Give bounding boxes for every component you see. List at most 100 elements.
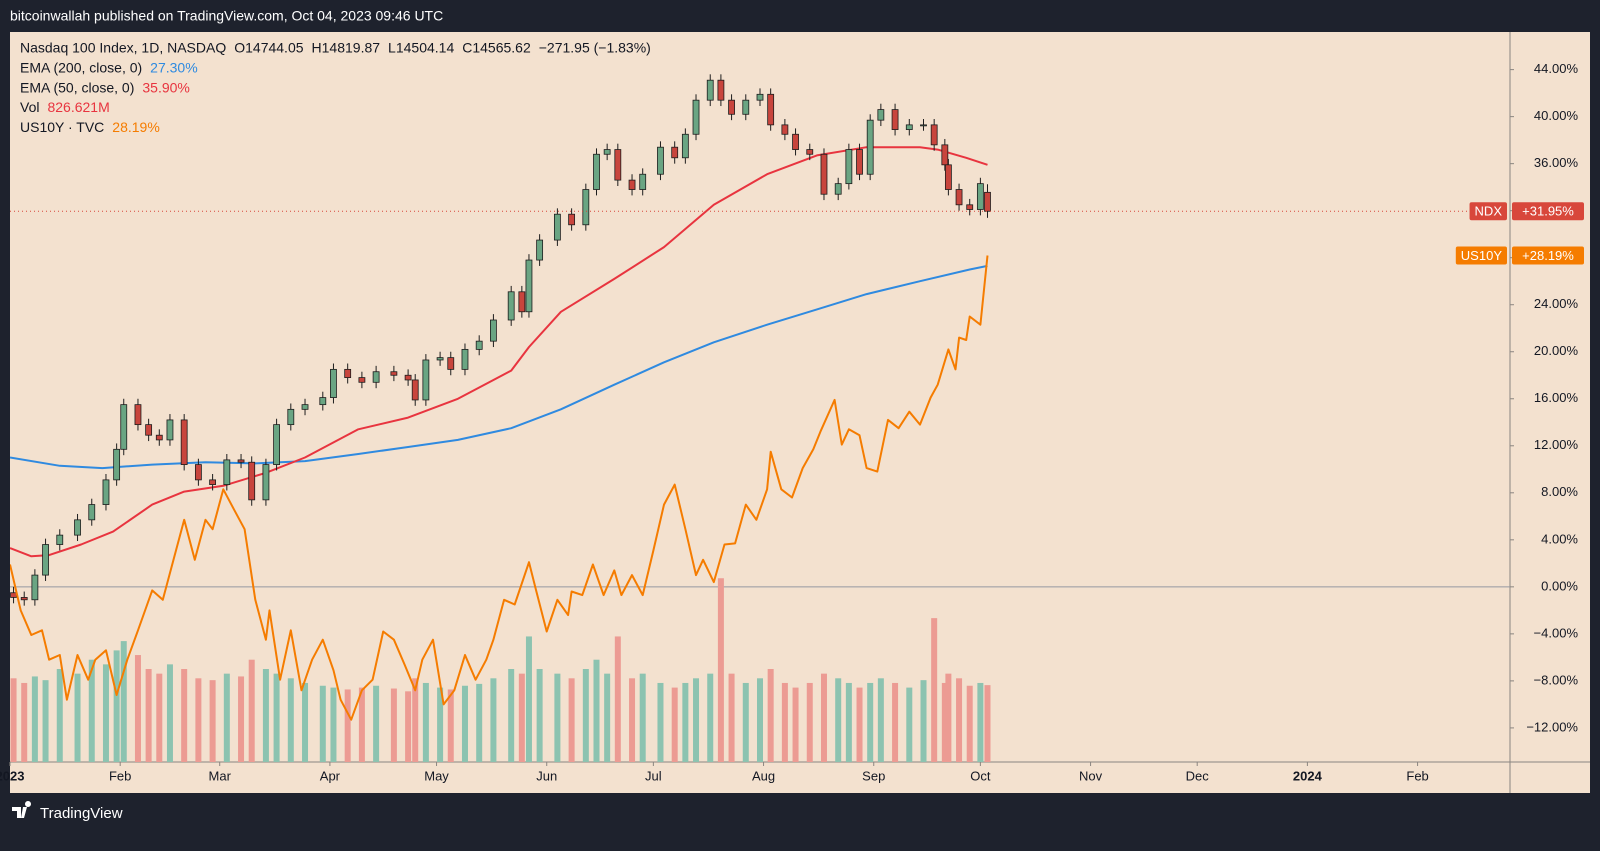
volume-bar xyxy=(707,673,714,762)
legend-value: 28.19% xyxy=(112,119,159,135)
volume-bar xyxy=(145,669,152,762)
candle-body xyxy=(358,377,366,383)
x-tick-label: 2023 xyxy=(0,768,24,783)
volume-bar xyxy=(941,682,948,762)
volume-bar xyxy=(956,678,963,762)
volume-bar xyxy=(238,676,245,762)
volume-bar xyxy=(767,669,774,762)
candle-body xyxy=(767,93,775,126)
volume-bar xyxy=(476,683,483,762)
candle-body xyxy=(905,124,913,130)
volume-bar xyxy=(156,673,163,762)
legend-ohlc: C14565.62 xyxy=(462,40,531,56)
y-tick-label: 20.00% xyxy=(1534,343,1579,358)
volume-bar xyxy=(88,659,95,762)
volume-bar xyxy=(422,682,429,762)
volume-bar xyxy=(892,682,899,762)
candle-body xyxy=(404,374,412,381)
candle-body xyxy=(88,504,96,521)
volume-bar xyxy=(671,687,678,762)
indicator-line xyxy=(10,146,988,558)
candle-body xyxy=(866,119,874,175)
candle-body xyxy=(525,259,533,313)
volume-bar xyxy=(120,641,127,762)
candle-body xyxy=(209,479,217,485)
candle-body xyxy=(955,189,963,206)
candle-body xyxy=(941,144,949,166)
volume-bar xyxy=(920,680,927,762)
candle-body xyxy=(20,597,28,601)
candle-body xyxy=(792,133,799,150)
candle-body xyxy=(330,368,337,398)
volume-bar xyxy=(405,691,412,762)
candle-body xyxy=(273,424,280,465)
candle-body xyxy=(920,124,927,127)
candle-body xyxy=(628,179,636,190)
candle-body xyxy=(518,291,526,313)
y-tick-label: −12.00% xyxy=(1526,719,1578,734)
volume-bar xyxy=(287,678,294,762)
candle-body xyxy=(223,459,231,485)
candle-body xyxy=(180,419,188,465)
volume-bar xyxy=(977,682,984,762)
candle-body xyxy=(237,459,245,463)
volume-bar xyxy=(536,669,543,762)
x-tick-label: May xyxy=(424,768,449,783)
volume-bar xyxy=(10,678,17,762)
candle-body xyxy=(845,149,853,185)
volume-bar xyxy=(319,685,326,762)
candle-body xyxy=(10,592,17,598)
volume-bar xyxy=(945,673,952,762)
indicator-line xyxy=(10,264,988,470)
volume-bar xyxy=(593,659,600,762)
x-tick-label: Aug xyxy=(752,768,775,783)
y-tick-label: 44.00% xyxy=(1534,61,1579,76)
candle-body xyxy=(145,424,153,436)
candle-body xyxy=(756,93,764,101)
candle-body xyxy=(877,109,885,121)
volume-bar xyxy=(856,687,863,762)
volume-bar xyxy=(728,673,735,762)
candle-body xyxy=(74,519,81,536)
candle-body xyxy=(706,79,714,101)
volume-bar xyxy=(845,682,852,762)
overlay: −12.00% −8.00% −4.00% 0.00% 4.00% 8.00% 12.00%… xyxy=(0,40,1584,783)
volume-bar xyxy=(102,664,109,762)
y-tick-label: 12.00% xyxy=(1534,437,1579,452)
candle-body xyxy=(447,357,455,370)
candle-body xyxy=(603,149,611,155)
volume-bar xyxy=(742,682,749,762)
candle-body xyxy=(536,239,544,261)
candle-body xyxy=(475,340,483,350)
candle-body xyxy=(56,534,64,545)
volume-bar xyxy=(525,636,532,762)
candle-body xyxy=(42,544,49,576)
candle-body xyxy=(944,164,952,190)
legend-name: Vol xyxy=(20,99,39,115)
candle-body xyxy=(639,173,647,190)
candle-body xyxy=(976,183,984,210)
brand-name[interactable]: TradingView xyxy=(40,805,123,822)
volume-bar xyxy=(657,682,664,762)
candle-body xyxy=(194,464,202,481)
volume-bar xyxy=(781,682,788,762)
candle-body xyxy=(681,133,689,159)
x-tick-label: Mar xyxy=(209,768,232,783)
volume-bar xyxy=(518,673,525,762)
volume-bar xyxy=(21,682,28,762)
volume-bar xyxy=(273,673,280,762)
brand-logo[interactable]: TradingView xyxy=(12,801,123,822)
candle-body xyxy=(461,348,469,370)
candle-body xyxy=(155,434,163,441)
candle-body xyxy=(436,357,444,361)
y-tick-label: 36.00% xyxy=(1534,155,1579,170)
legend-name: EMA (50, close, 0) xyxy=(20,79,134,95)
volume-bar xyxy=(134,655,141,762)
candle-body xyxy=(262,464,270,501)
candle-body xyxy=(507,291,515,321)
x-tick-label: Feb xyxy=(109,768,131,783)
candle-body xyxy=(319,397,327,406)
candle-body xyxy=(671,146,679,159)
volume-bar xyxy=(835,678,842,762)
